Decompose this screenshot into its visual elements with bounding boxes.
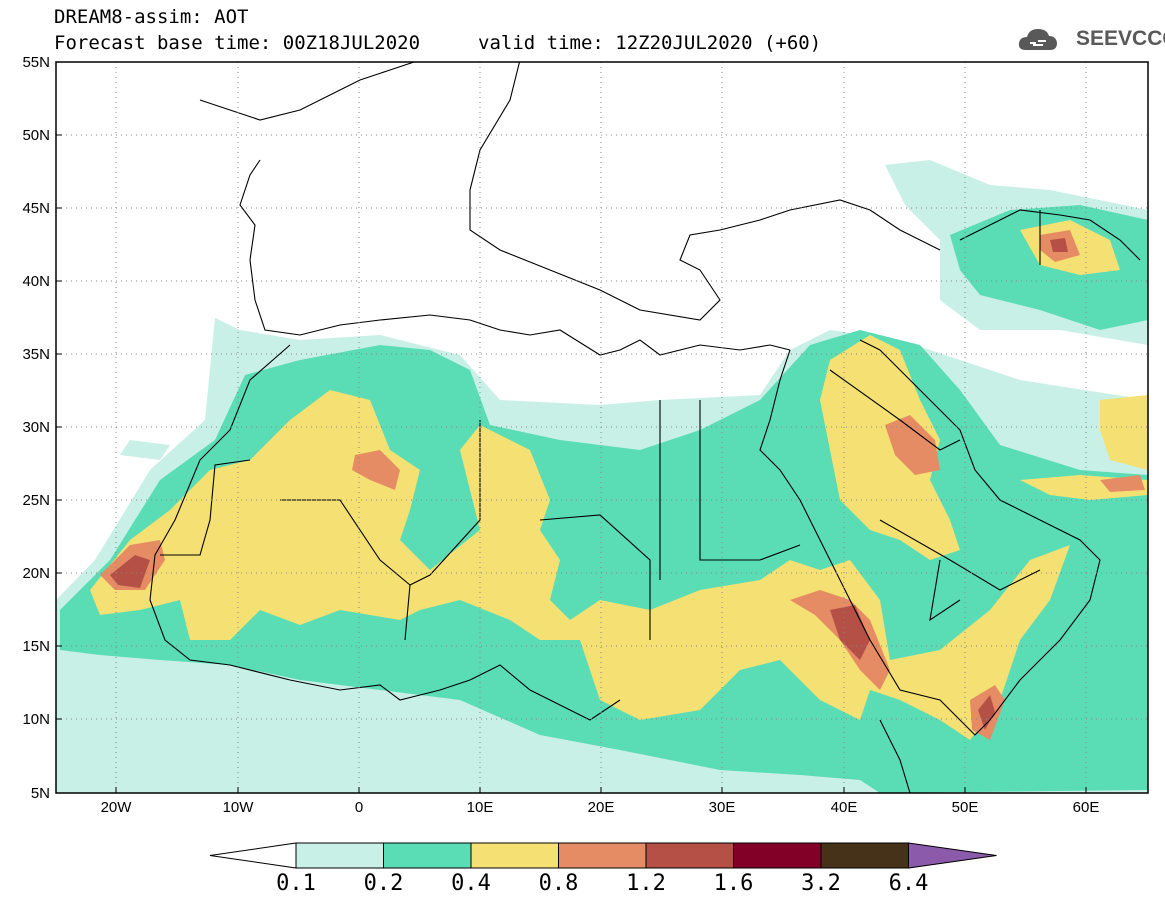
lat-label: 35N [22, 346, 50, 363]
colorbar [209, 842, 997, 869]
map-title: DREAM8-assim: AOT [54, 6, 249, 28]
colorbar-label: 3.2 [801, 871, 841, 896]
colorbar-max-arrow [908, 842, 997, 869]
lat-label: 55N [22, 54, 50, 71]
lon-label: 10W [223, 799, 255, 816]
lat-label: 30N [22, 419, 50, 436]
colorbar-segment [470, 842, 559, 869]
coastlines [149, 62, 1141, 793]
lat-label: 5N [31, 785, 50, 802]
colorbar-label: 6.4 [888, 871, 929, 896]
lat-label: 20N [22, 565, 50, 582]
cloud-icon [1018, 29, 1057, 50]
colorbar-segment [645, 842, 734, 869]
colorbar-label: 1.6 [713, 871, 754, 896]
colorbar-segment [820, 842, 909, 869]
axis-ticks [56, 61, 1087, 794]
lon-label: 40E [831, 799, 858, 816]
lat-label: 40N [22, 273, 50, 290]
colorbar-label: 0.2 [363, 871, 404, 896]
lat-label: 25N [22, 492, 50, 509]
colorbar-min-arrow [209, 842, 297, 869]
lon-label: 50E [952, 799, 979, 816]
colorbar-segment [558, 842, 647, 869]
aot-contours [56, 160, 1148, 793]
logo-text: SEEVCCC [1076, 27, 1165, 50]
lon-label: 20W [101, 799, 133, 816]
graticule [56, 62, 1148, 793]
colorbar-label: 0.1 [276, 871, 316, 896]
forecast-base-time: Forecast base time: 00Z18JUL2020 [54, 32, 421, 54]
lon-label: 20E [588, 799, 615, 816]
colorbar-label: 0.4 [451, 871, 491, 896]
lat-label: 45N [22, 200, 50, 217]
lon-label: 0 [355, 799, 363, 816]
lon-label: 10E [467, 799, 494, 816]
lat-label: 50N [22, 127, 50, 144]
colorbar-segment [295, 842, 384, 869]
colorbar-segment [733, 842, 822, 869]
valid-time: valid time: 12Z20JUL2020 (+60) [478, 32, 822, 54]
colorbar-label: 0.8 [538, 871, 579, 896]
lon-label: 60E [1073, 799, 1100, 816]
lon-label: 30E [709, 799, 736, 816]
colorbar-label: 1.2 [626, 871, 666, 896]
colorbar-segment [383, 842, 472, 869]
lat-label: 10N [22, 711, 50, 728]
lat-label: 15N [22, 638, 50, 655]
